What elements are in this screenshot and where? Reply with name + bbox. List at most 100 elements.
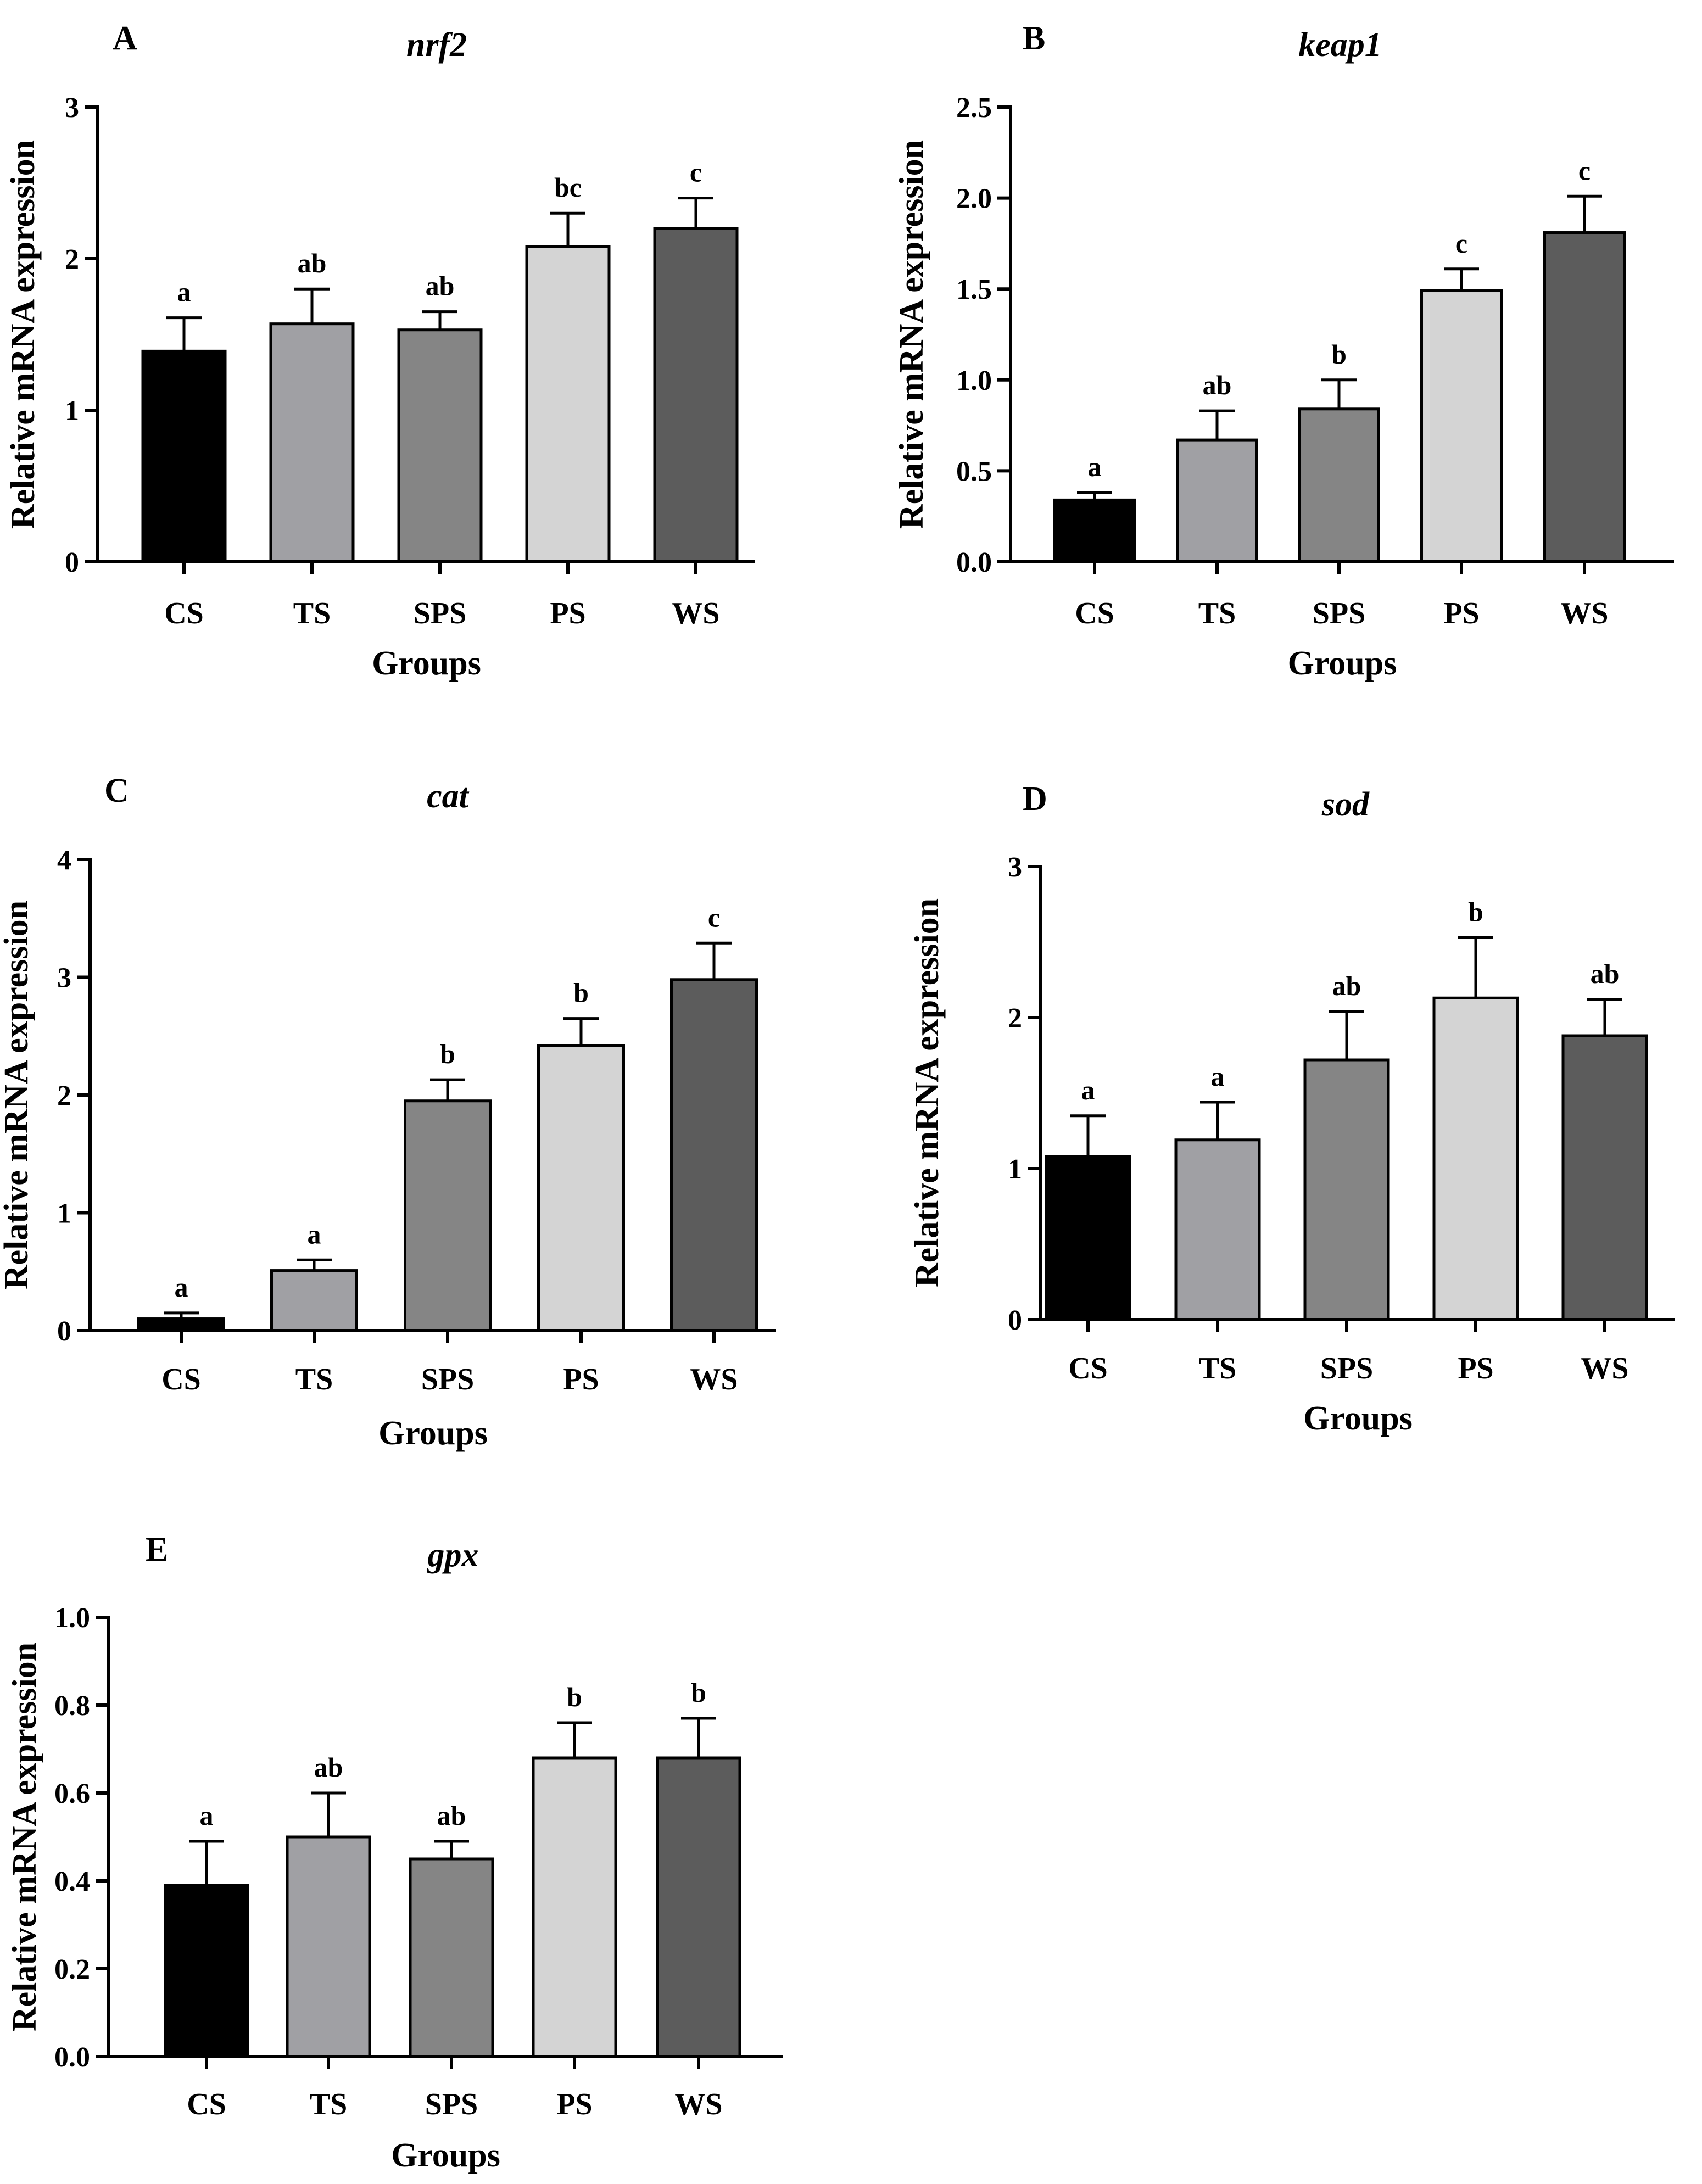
x-tick-label: WS <box>1560 596 1608 630</box>
bar-sps <box>1298 407 1380 563</box>
y-axis-label: Relative mRNA expression <box>6 1643 43 2031</box>
panel-label: B <box>1023 20 1045 57</box>
bar-ps <box>525 245 611 563</box>
significance-label: ab <box>437 1800 466 1831</box>
significance-label: b <box>567 1682 582 1712</box>
y-tick-label: 0 <box>65 547 79 578</box>
significance-label: ab <box>426 271 455 301</box>
y-tick-label: 0 <box>1008 1305 1022 1336</box>
significance-label: a <box>175 1272 188 1303</box>
x-tick-label: CS <box>1068 1351 1108 1386</box>
y-tick-label: 1 <box>65 395 79 427</box>
significance-label: a <box>308 1219 321 1249</box>
y-axis-label: Relative mRNA expression <box>908 898 946 1287</box>
x-tick-label: PS <box>1443 596 1479 630</box>
x-tick-label: TS <box>310 2087 348 2121</box>
bar-sps <box>1303 1058 1390 1321</box>
bar-ps <box>1420 289 1503 563</box>
significance-label: ab <box>1203 370 1232 400</box>
significance-label: c <box>1455 228 1467 259</box>
bar-ps <box>532 1756 617 2058</box>
bar-sps <box>397 328 483 563</box>
significance-label: bc <box>554 172 582 203</box>
y-tick-label: 2.5 <box>956 92 992 124</box>
significance-label: b <box>1468 896 1483 927</box>
y-tick-label: 0.0 <box>54 2042 90 2073</box>
bar-cs <box>164 1884 249 2058</box>
y-tick-label: 1.0 <box>956 365 992 396</box>
x-tick-label: PS <box>550 596 585 630</box>
y-tick-label: 3 <box>1008 852 1022 883</box>
chart-title: nrf2 <box>406 26 467 64</box>
y-axis-label: Relative mRNA expression <box>4 140 42 529</box>
y-axis-label: Relative mRNA expression <box>893 140 930 529</box>
x-axis-label: Groups <box>1303 1400 1413 1437</box>
bar-sps <box>409 1857 494 2058</box>
chart-title: gpx <box>427 1537 479 1574</box>
y-tick-label: 1.0 <box>54 1602 90 1634</box>
y-tick-label: 1.5 <box>956 274 992 305</box>
y-tick-label: 2.0 <box>956 183 992 215</box>
bar-ts <box>269 322 355 563</box>
significance-label: a <box>177 277 191 308</box>
x-tick-label: CS <box>164 596 204 630</box>
significance-label: ab <box>298 248 327 278</box>
x-tick-label: SPS <box>421 1362 475 1397</box>
y-tick-label: 0.0 <box>956 547 992 578</box>
significance-label: ab <box>314 1752 343 1783</box>
significance-label: ab <box>1591 958 1620 989</box>
significance-label: c <box>690 157 702 188</box>
bar-cs <box>1045 1155 1131 1321</box>
x-tick-label: TS <box>295 1362 333 1397</box>
bar-ts <box>1176 438 1258 563</box>
significance-label: b <box>691 1677 706 1708</box>
bar-ts <box>270 1269 358 1332</box>
panel-label: D <box>1023 780 1047 818</box>
x-tick-label: WS <box>674 2087 722 2121</box>
x-tick-label: PS <box>1458 1351 1493 1386</box>
bar-ts <box>286 1835 371 2058</box>
x-tick-label: SPS <box>425 2087 478 2121</box>
x-tick-label: TS <box>1198 596 1236 630</box>
x-tick-label: CS <box>161 1362 201 1397</box>
y-tick-label: 0.2 <box>54 1954 90 1985</box>
bar-ps <box>537 1044 625 1332</box>
significance-label: a <box>200 1800 214 1831</box>
x-tick-label: TS <box>293 596 331 630</box>
x-tick-label: TS <box>1199 1351 1237 1386</box>
y-tick-label: 0.4 <box>54 1866 90 1897</box>
y-tick-label: 3 <box>57 963 71 994</box>
bar-ws <box>1561 1034 1648 1321</box>
panel-label: C <box>104 772 129 809</box>
y-tick-label: 1 <box>1008 1154 1022 1185</box>
bar-ps <box>1432 996 1519 1321</box>
y-tick-label: 2 <box>1008 1003 1022 1034</box>
significance-label: a <box>1081 1075 1095 1105</box>
chart-title: sod <box>1321 786 1370 823</box>
y-tick-label: 3 <box>65 92 79 124</box>
significance-label: b <box>573 978 589 1008</box>
y-tick-label: 4 <box>57 845 71 876</box>
bar-cs <box>137 1317 225 1332</box>
x-axis-label: Groups <box>391 2137 500 2174</box>
significance-label: a <box>1211 1061 1225 1092</box>
y-tick-label: 0.6 <box>54 1778 90 1809</box>
x-tick-label: PS <box>556 2087 592 2121</box>
y-tick-label: 0.5 <box>956 456 992 487</box>
bar-ws <box>670 978 758 1332</box>
bar-sps <box>404 1099 492 1332</box>
chart-title: cat <box>427 778 470 815</box>
x-axis-label: Groups <box>378 1415 488 1452</box>
y-tick-label: 0.8 <box>54 1690 90 1722</box>
x-tick-label: WS <box>1581 1351 1628 1386</box>
x-tick-label: SPS <box>1320 1351 1374 1386</box>
x-tick-label: CS <box>187 2087 226 2121</box>
bar-cs <box>1053 498 1136 563</box>
y-tick-label: 0 <box>57 1316 71 1347</box>
bar-ws <box>656 1756 741 2058</box>
